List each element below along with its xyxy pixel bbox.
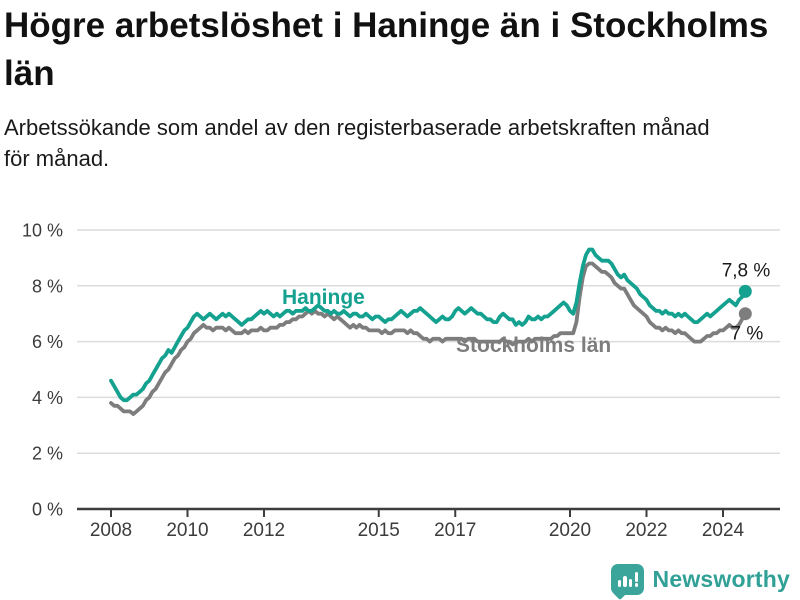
newsworthy-logo: Newsworthy [610, 561, 790, 600]
speech-bubble-tail [612, 585, 627, 600]
chart: 2008 2010 2012 2015 2017 2020 2022 2024 0 % 2 % 4 … [22, 221, 780, 541]
brand-name: Newsworthy [652, 565, 790, 592]
y-tick-label: 0 % [32, 500, 63, 520]
haninge-end-value: 7,8 % [722, 260, 771, 281]
y-tick-label: 6 % [32, 332, 63, 352]
stockholm-end-value: 7 % [731, 324, 764, 345]
haninge-series-label: Haninge [282, 286, 365, 309]
x-tick-label: 2012 [243, 520, 285, 541]
haninge-line [109, 247, 748, 403]
x-tick-label: 2010 [166, 520, 208, 541]
x-tick-label: 2015 [358, 520, 400, 541]
stockholm-end-dot [738, 307, 752, 321]
x-tick-label: 2017 [434, 520, 476, 541]
newsworthy-bar-chart-icon [610, 563, 644, 600]
chart-subtitle: Arbetssökande som andel av den registerb… [4, 115, 710, 171]
x-tick-label: 2020 [549, 520, 591, 541]
x-tick-label: 2022 [625, 520, 667, 541]
x-tick-label: 2008 [90, 520, 132, 541]
y-tick-label: 10 % [22, 221, 63, 241]
chart-title: Högre arbetslöshet i Haninge än i Stockh… [4, 6, 769, 93]
y-tick-label: 8 % [32, 276, 63, 296]
stockholm-series-label: Stockholms län [456, 334, 611, 357]
haninge-end-dot [738, 284, 752, 298]
stockholm-line [109, 261, 748, 417]
x-tick-label: 2024 [702, 520, 745, 541]
y-tick-label: 2 % [32, 444, 63, 464]
y-tick-label: 4 % [32, 388, 63, 408]
